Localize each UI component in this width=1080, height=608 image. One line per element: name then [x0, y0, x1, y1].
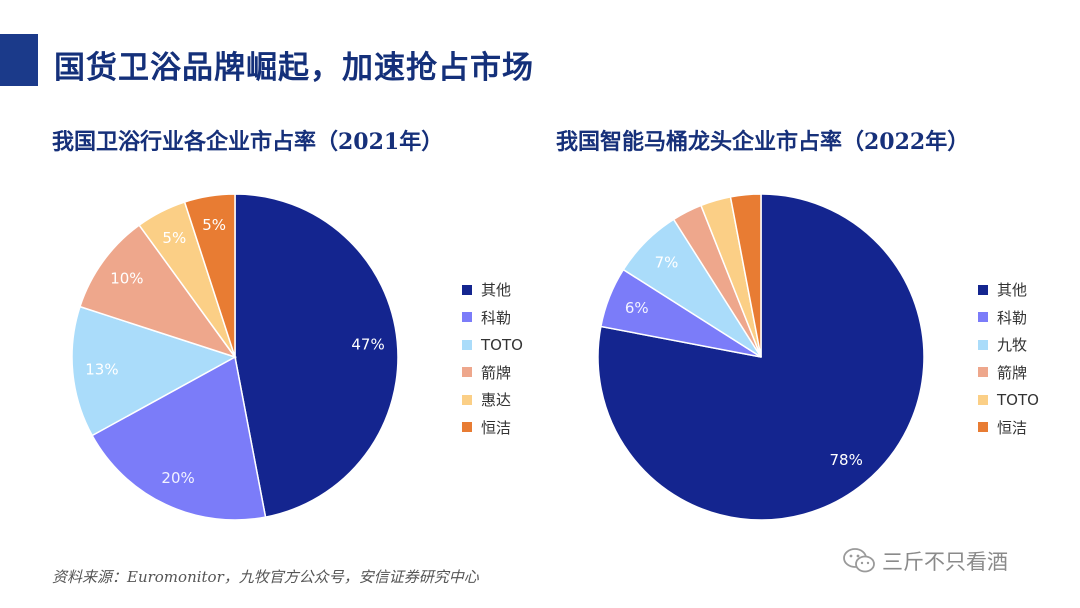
pie-slice: [234, 193, 399, 518]
pie-chart-left: 47% 20% 13% 10% 5% 5%: [71, 193, 399, 521]
title-accent-bar: [0, 34, 38, 86]
legend-item: 九牧: [978, 331, 1039, 359]
legend-label: TOTO: [481, 335, 523, 354]
source-note: 资料来源：Euromonitor，九牧官方公众号，安信证券研究中心: [52, 568, 479, 586]
chart-title-left: 我国卫浴行业各企业市占率（2021年）: [52, 129, 444, 155]
legend-swatch: [978, 284, 988, 295]
legend-label: 箭牌: [997, 363, 1028, 382]
pie-slice-label: 6%: [625, 299, 649, 317]
legend-item: 箭牌: [978, 359, 1039, 387]
pie-slice-label: 20%: [161, 469, 194, 487]
legend-label: 恒洁: [481, 418, 512, 437]
chart-title-right: 我国智能马桶龙头企业市占率（2022年）: [556, 129, 970, 155]
legend-label: 科勒: [997, 308, 1028, 327]
pie-slice-label: 78%: [830, 451, 863, 469]
legend-swatch: [462, 339, 472, 350]
pie-slice-label: 13%: [85, 361, 118, 379]
page-title: 国货卫浴品牌崛起，加速抢占市场: [54, 50, 534, 86]
pie-slice-label: 5%: [202, 216, 226, 234]
legend-label: 恒洁: [997, 418, 1028, 437]
legend-item: 科勒: [462, 304, 523, 332]
pie-slice: [729, 193, 762, 358]
legend-label: 科勒: [481, 308, 512, 327]
legend-item: TOTO: [978, 386, 1039, 414]
legend-swatch: [462, 284, 472, 295]
pie-slice: [91, 355, 267, 521]
pie-slice-label: 10%: [110, 269, 143, 287]
legend-item: 恒洁: [978, 414, 1039, 442]
pie-slice: [183, 193, 236, 358]
legend-label: 箭牌: [481, 363, 512, 382]
legend-item: TOTO: [462, 331, 523, 359]
legend-item: 惠达: [462, 386, 523, 414]
legend-swatch: [462, 422, 472, 433]
legend-label: 其他: [481, 281, 512, 300]
watermark: 三斤不只看酒: [842, 546, 1008, 576]
legend-item: 其他: [978, 276, 1039, 304]
legend-swatch: [978, 339, 988, 350]
legend-label: TOTO: [997, 390, 1039, 409]
legend-label: 惠达: [481, 391, 512, 410]
pie-chart-right: 78% 6% 7%: [597, 193, 925, 521]
legend-swatch: [978, 367, 988, 378]
legend-label: 其他: [997, 281, 1028, 300]
pie-slice: [71, 305, 237, 437]
pie-slice: [79, 224, 237, 359]
legend-left: 其他科勒 TOTO 箭牌惠达恒洁: [462, 276, 523, 441]
legend-swatch: [978, 394, 988, 405]
legend-swatch: [462, 367, 472, 378]
legend-label: 九牧: [997, 336, 1028, 355]
legend-swatch: [978, 312, 988, 323]
legend-item: 其他: [462, 276, 523, 304]
legend-swatch: [462, 394, 472, 405]
legend-right: 其他科勒九牧箭牌 TOTO 恒洁: [978, 276, 1039, 441]
watermark-text: 三斤不只看酒: [882, 550, 1008, 574]
legend-item: 箭牌: [462, 359, 523, 387]
wechat-icon: [843, 548, 875, 573]
legend-item: 科勒: [978, 304, 1039, 332]
legend-swatch: [462, 312, 472, 323]
pie-slice-label: 7%: [655, 253, 679, 271]
pie-slice-label: 47%: [351, 335, 384, 353]
pie-slice-label: 5%: [162, 229, 186, 247]
legend-swatch: [978, 422, 988, 433]
pie-slice: [597, 193, 925, 521]
legend-item: 恒洁: [462, 414, 523, 442]
